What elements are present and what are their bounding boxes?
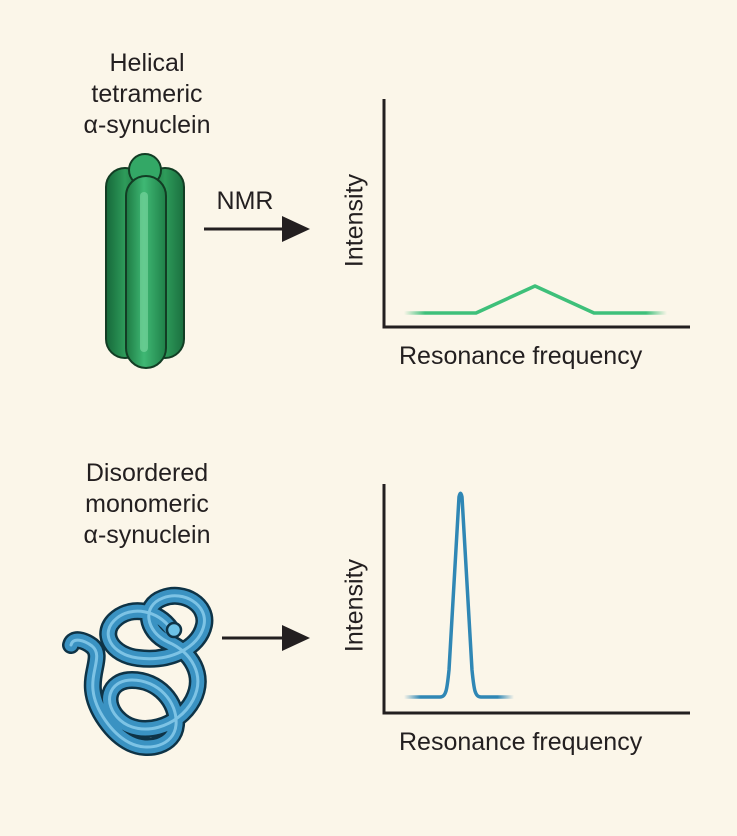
- bottom-spectrum-line: [404, 491, 514, 699]
- helix-bundle-icon: [105, 153, 185, 369]
- random-coil-icon: [62, 586, 214, 756]
- nmr-label: NMR: [216, 187, 274, 215]
- monomer-label: Disordered monomeric α-synuclein: [83, 459, 211, 549]
- bottom-chart-axes: [382, 484, 690, 715]
- top-spectrum-line: [404, 284, 667, 315]
- tetramer-label: Helical tetrameric α-synuclein: [83, 49, 211, 139]
- top-x-axis-label: Resonance frequency: [399, 342, 643, 370]
- monomer-arrow-icon: [222, 625, 310, 651]
- bottom-x-axis-label: Resonance frequency: [399, 728, 643, 756]
- nmr-arrow-icon: [204, 216, 310, 242]
- top-chart-axes: [382, 99, 690, 329]
